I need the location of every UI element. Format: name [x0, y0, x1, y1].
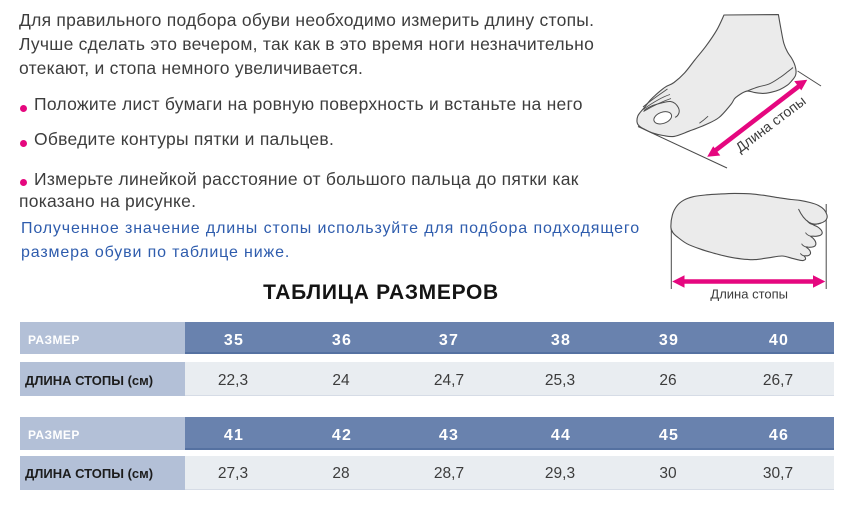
svg-text:Длина стопы: Длина стопы — [710, 287, 788, 302]
svg-text:Длина стопы: Длина стопы — [732, 92, 808, 155]
